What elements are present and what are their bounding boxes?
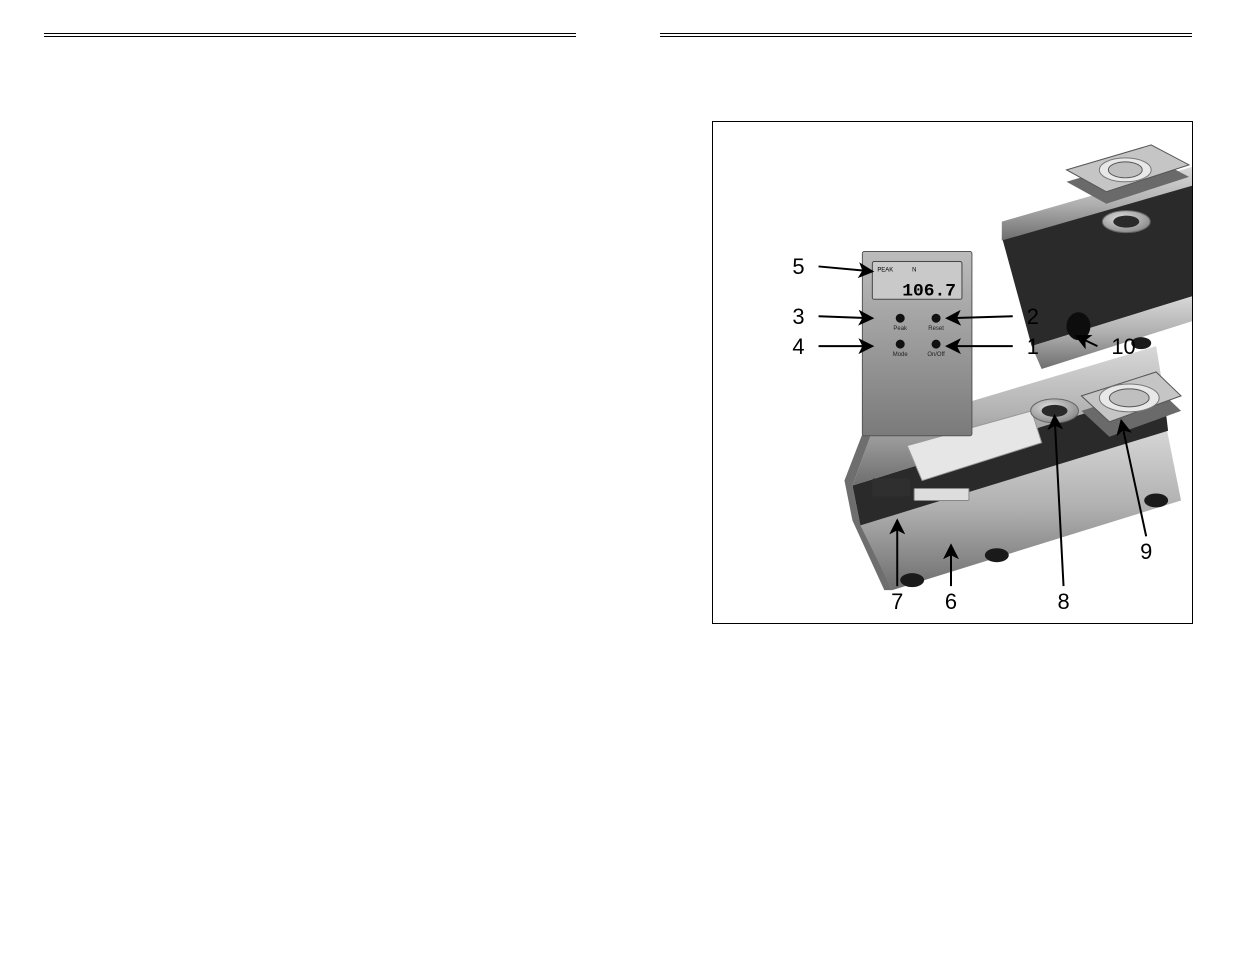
callout-8: 8 — [1057, 589, 1069, 614]
mode-button[interactable] — [896, 340, 905, 349]
callout-4: 4 — [792, 334, 804, 359]
rule-left-double — [44, 33, 576, 37]
callout-2: 2 — [1027, 304, 1039, 329]
svg-text:Mode: Mode — [893, 352, 909, 358]
callout-7: 7 — [891, 589, 903, 614]
callout-6: 6 — [945, 589, 957, 614]
reset-button[interactable] — [932, 314, 941, 323]
peak-button[interactable] — [896, 314, 905, 323]
control-panel-inset: PEAK N 106.7 Peak Reset Mode On/Off — [862, 252, 972, 436]
callout-9: 9 — [1140, 539, 1152, 564]
lcd-display: PEAK N 106.7 — [872, 261, 962, 301]
svg-text:106.7: 106.7 — [902, 281, 956, 301]
callout-10: 10 — [1111, 334, 1135, 359]
callout-1: 1 — [1027, 334, 1039, 359]
onoff-button[interactable] — [932, 340, 941, 349]
svg-text:Peak: Peak — [893, 326, 907, 332]
svg-text:On/Off: On/Off — [927, 352, 945, 358]
callout-5: 5 — [792, 254, 804, 279]
callout-3: 3 — [792, 304, 804, 329]
svg-text:Reset: Reset — [928, 326, 944, 332]
svg-text:PEAK: PEAK — [877, 267, 893, 273]
svg-text:N: N — [912, 267, 916, 273]
rule-right-double — [660, 33, 1192, 37]
device-figure: PEAK N 106.7 Peak Reset Mode On/Off — [712, 121, 1193, 624]
